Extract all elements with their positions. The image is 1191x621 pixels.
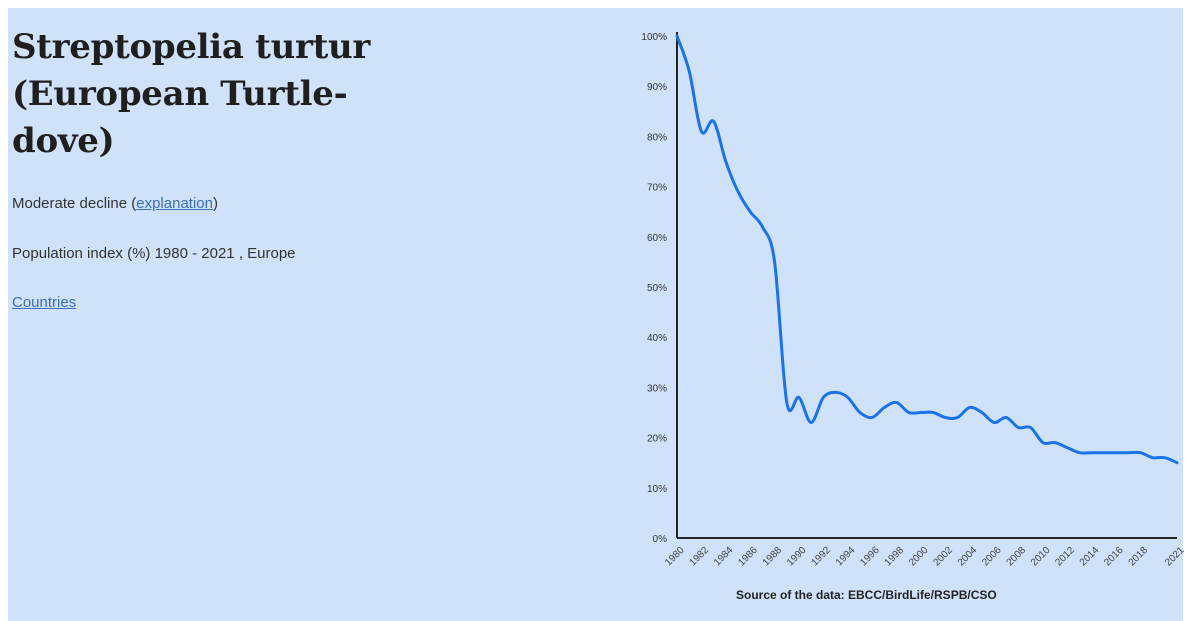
- trend-status: Moderate decline (explanation): [12, 195, 218, 212]
- page-title: Streptopelia turtur (European Turtle- do…: [12, 24, 432, 165]
- x-tick-label: 1996: [858, 545, 882, 569]
- close-paren: ): [212, 195, 218, 212]
- y-axis-ticks: 0% 10% 20% 30% 40% 50% 60% 70% 80% 90% 100%: [641, 32, 667, 545]
- x-tick-label: 2004: [956, 545, 980, 569]
- countries-link-wrapper: Countries: [12, 294, 76, 311]
- y-tick-label: 0%: [653, 534, 668, 545]
- y-tick-label: 80%: [647, 132, 667, 143]
- x-tick-label: 2018: [1127, 545, 1151, 569]
- y-tick-label: 90%: [647, 82, 667, 93]
- x-tick-label: 1980: [663, 545, 687, 569]
- countries-link[interactable]: Countries: [12, 294, 77, 311]
- title-line-1: Streptopelia turtur: [12, 27, 371, 67]
- trend-label: Moderate decline: [12, 195, 128, 212]
- y-tick-label: 50%: [647, 283, 667, 294]
- x-tick-label: 1982: [688, 545, 712, 569]
- open-paren: (: [127, 195, 137, 212]
- source-note: Source of the data: EBCC/BirdLife/RSPB/C…: [736, 588, 997, 602]
- y-tick-label: 60%: [647, 233, 667, 244]
- explanation-link[interactable]: explanation: [136, 195, 213, 212]
- y-tick-label: 100%: [641, 32, 667, 43]
- x-tick-label: 2016: [1102, 545, 1126, 569]
- x-tick-label: 2012: [1053, 545, 1077, 569]
- x-tick-label: 1992: [809, 545, 833, 569]
- x-tick-label: 2000: [907, 545, 931, 569]
- species-panel: [8, 8, 1183, 621]
- x-tick-label: 2006: [980, 545, 1004, 569]
- title-line-3: dove): [12, 121, 115, 161]
- x-tick-label: 1986: [736, 545, 760, 569]
- y-tick-label: 20%: [647, 434, 667, 445]
- x-tick-label: 2021: [1163, 545, 1187, 569]
- x-tick-label: 2008: [1005, 545, 1029, 569]
- x-tick-label: 1988: [761, 545, 785, 569]
- x-tick-label: 2010: [1029, 545, 1053, 569]
- population-series-line: [675, 34, 1179, 465]
- y-tick-label: 30%: [647, 383, 667, 394]
- x-tick-label: 1998: [883, 545, 907, 569]
- title-line-2: (European Turtle-: [12, 74, 348, 114]
- y-tick-label: 40%: [647, 333, 667, 344]
- x-tick-label: 1990: [785, 545, 809, 569]
- y-tick-label: 70%: [647, 183, 667, 194]
- x-tick-label: 1994: [834, 545, 858, 569]
- x-tick-label: 2014: [1078, 545, 1102, 569]
- x-tick-label: 1984: [712, 545, 736, 569]
- y-tick-label: 10%: [647, 484, 667, 495]
- population-index-label: Population index (%) 1980 - 2021 , Europ…: [12, 245, 296, 262]
- x-axis-ticks: 1980 1982 1984 1986 1988 1990 1992 1994 1996 1998…: [663, 545, 1187, 569]
- x-tick-label: 2002: [931, 545, 955, 569]
